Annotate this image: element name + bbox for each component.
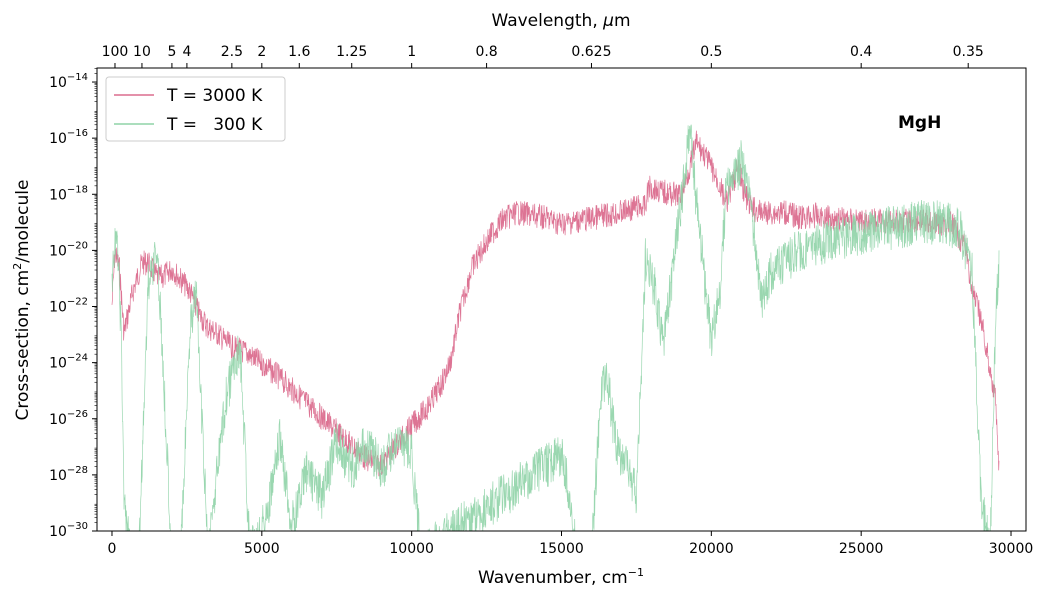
top-x-axis-title-mu: μ <box>602 11 614 31</box>
molecule-annotation: MgH <box>898 113 941 133</box>
y-axis-title: Cross-section, cm2/molecule <box>11 180 33 421</box>
top-tick-label: 0.35 <box>953 44 984 60</box>
legend: T = 3000 K T = 300 K <box>105 76 286 142</box>
y-tick-label: 10−28 <box>49 465 88 484</box>
top-tick-label: 0.5 <box>700 44 722 60</box>
x-tick-label: 30000 <box>989 541 1034 557</box>
x-tick-label: 25000 <box>839 541 884 557</box>
top-tick-label: 1.6 <box>288 44 310 60</box>
x-tick-label: 20000 <box>689 541 734 557</box>
x-tick-label: 15000 <box>539 541 584 557</box>
x-tick-label: 0 <box>108 541 117 557</box>
series-layer <box>111 124 1000 531</box>
top-tick-label: 100 <box>102 44 129 60</box>
x-tick-label: 10000 <box>389 541 434 557</box>
top-tick-label: 2.5 <box>221 44 243 60</box>
y-tick-label: 10−14 <box>49 72 88 91</box>
y-tick-label: 10−22 <box>49 297 88 316</box>
y-tick-label: 10−20 <box>49 240 88 259</box>
top-tick-label: 0.625 <box>571 44 611 60</box>
legend-label-3000k: T = 3000 K <box>166 86 263 106</box>
legend-label-300k: T = 300 K <box>166 115 263 135</box>
top-tick-label: 0.4 <box>850 44 872 60</box>
y-axis-title-sup: 2 <box>11 263 24 270</box>
bottom-x-axis: 0 5000 10000 15000 20000 25000 30000 <box>108 531 1034 557</box>
top-tick-label: 1.25 <box>336 44 367 60</box>
series-line-0 <box>111 130 1000 477</box>
top-tick-label: 10 <box>133 44 151 60</box>
x-axis-title-sup: −1 <box>628 566 644 579</box>
top-tick-label: 5 <box>167 44 176 60</box>
y-tick-label: 10−30 <box>49 521 88 540</box>
y-tick-label: 10−26 <box>49 409 88 428</box>
top-x-axis-title: Wavelength, μm <box>491 11 630 31</box>
top-x-axis: 100 10 5 4 2.5 2 1.6 1.25 1 0.8 0.625 0.5 0.4 0.35 <box>102 44 984 68</box>
x-axis-title: Wavenumber, cm−1 <box>478 566 644 588</box>
series-line-1 <box>111 124 1000 531</box>
legend-box <box>105 76 286 142</box>
top-tick-label: 2 <box>257 44 266 60</box>
x-tick-label: 5000 <box>244 541 280 557</box>
top-tick-label: 4 <box>182 44 191 60</box>
y-tick-label: 10−24 <box>49 353 88 372</box>
y-tick-label: 10−18 <box>49 184 88 203</box>
top-tick-label: 0.8 <box>475 44 497 60</box>
top-tick-label: 1 <box>407 44 416 60</box>
y-axis: 10−30 10−28 10−26 10−24 10−22 10−20 10−18 10−16… <box>49 68 97 540</box>
y-tick-label: 10−16 <box>49 128 88 147</box>
